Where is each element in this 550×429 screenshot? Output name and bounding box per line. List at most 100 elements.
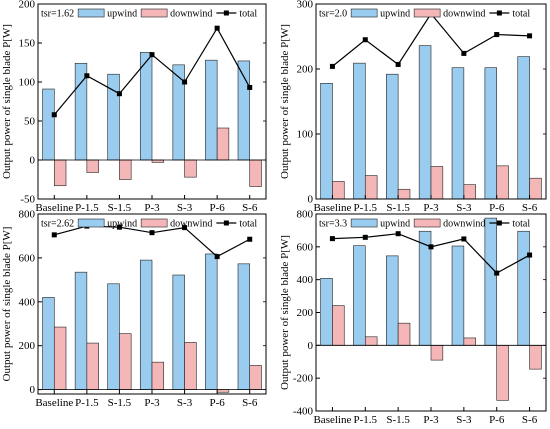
total-point bbox=[362, 37, 368, 43]
downwind-bar bbox=[119, 159, 132, 180]
x-tick-label: S-1.5 bbox=[386, 414, 410, 426]
y-tick-label: 200 bbox=[297, 307, 314, 319]
legend-downwind-label: downwind bbox=[443, 9, 485, 20]
legend-total-marker bbox=[223, 10, 229, 16]
total-point bbox=[494, 270, 500, 276]
x-tick-label: P-3 bbox=[144, 397, 160, 409]
total-point bbox=[395, 231, 401, 237]
downwind-bar bbox=[184, 342, 197, 390]
upwind-bar bbox=[172, 64, 185, 161]
legend-total-label: total bbox=[512, 9, 530, 20]
y-tick-label: 400 bbox=[19, 296, 36, 308]
downwind-bar bbox=[86, 342, 99, 390]
total-point bbox=[214, 25, 220, 31]
y-tick-label: 0 bbox=[30, 155, 36, 167]
total-point bbox=[51, 232, 57, 238]
y-tick-label: -50 bbox=[20, 194, 35, 206]
x-tick-label: P-1.5 bbox=[75, 397, 99, 409]
y-tick-label: 400 bbox=[297, 274, 314, 286]
legend-total-label: total bbox=[512, 219, 530, 230]
downwind-bar bbox=[463, 337, 476, 346]
legend-downwind-label: downwind bbox=[170, 9, 212, 20]
total-point bbox=[182, 225, 188, 231]
legend-total-label: total bbox=[239, 219, 257, 230]
total-point bbox=[329, 63, 335, 69]
downwind-bar bbox=[249, 159, 262, 187]
downwind-bar bbox=[364, 175, 378, 200]
legend-downwind-swatch bbox=[140, 8, 168, 18]
total-point bbox=[149, 230, 155, 236]
upwind-bar bbox=[386, 73, 399, 200]
legend-total-marker bbox=[496, 220, 502, 226]
upwind-bar bbox=[320, 278, 333, 346]
x-tick-label: S-6 bbox=[522, 202, 538, 214]
upwind-bar bbox=[42, 297, 55, 390]
upwind-bar bbox=[107, 73, 120, 161]
panel-tsr-2-0: 0 100 200 300 Baseline P-1.5 S-1.5 P-3 S-3 P-6 S-6… bbox=[279, 0, 547, 214]
total-point bbox=[527, 33, 533, 39]
x-tick-label: S-3 bbox=[177, 202, 193, 214]
legend-upwind-label: upwind bbox=[380, 9, 410, 20]
downwind-bar bbox=[151, 361, 165, 390]
total-point bbox=[116, 91, 122, 97]
y-tick-label: 600 bbox=[19, 252, 36, 264]
total-point bbox=[84, 73, 90, 79]
downwind-bar bbox=[119, 333, 132, 390]
x-tick-label: P-6 bbox=[489, 202, 505, 214]
total-point bbox=[182, 79, 188, 85]
total-point bbox=[247, 236, 253, 242]
legend-upwind-label: upwind bbox=[380, 219, 410, 230]
x-tick-label: S-1.5 bbox=[108, 397, 132, 409]
upwind-bar bbox=[353, 245, 366, 346]
total-point bbox=[214, 254, 220, 260]
downwind-bar bbox=[249, 365, 262, 390]
total-point bbox=[247, 84, 253, 90]
downwind-bar bbox=[364, 336, 378, 346]
x-tick-label: P-6 bbox=[210, 397, 226, 409]
upwind-bar bbox=[451, 67, 465, 200]
upwind-bar bbox=[320, 83, 333, 200]
downwind-bar bbox=[430, 345, 444, 361]
legend-total-marker bbox=[496, 10, 502, 16]
upwind-bar bbox=[237, 263, 251, 390]
downwind-bar bbox=[53, 326, 67, 390]
y-axis-label: Output power of single blade P[W] bbox=[279, 235, 291, 390]
y-tick-label: 200 bbox=[19, 340, 36, 352]
x-tick-label: P-6 bbox=[489, 414, 505, 426]
y-tick-label: 100 bbox=[19, 77, 36, 89]
total-point bbox=[461, 236, 467, 242]
y-tick-label: -200 bbox=[293, 373, 314, 385]
x-tick-label: P-1.5 bbox=[354, 414, 378, 426]
panel-title: tsr=1.62 bbox=[41, 9, 74, 20]
y-tick-label: -400 bbox=[293, 406, 314, 418]
x-tick-label: P-3 bbox=[423, 414, 439, 426]
total-point bbox=[51, 112, 57, 118]
legend-upwind-swatch bbox=[350, 218, 378, 228]
x-tick-label: S-6 bbox=[242, 202, 258, 214]
upwind-bar bbox=[139, 259, 153, 390]
x-tick-label: P-3 bbox=[144, 202, 160, 214]
downwind-bar bbox=[496, 345, 509, 401]
upwind-bar bbox=[451, 245, 465, 346]
upwind-bar bbox=[74, 271, 88, 390]
x-tick-label: Baseline bbox=[35, 202, 73, 214]
y-tick-label: 800 bbox=[297, 209, 314, 221]
downwind-bar bbox=[529, 177, 542, 200]
total-point bbox=[116, 224, 122, 230]
downwind-bar bbox=[529, 345, 542, 370]
downwind-bar bbox=[53, 159, 67, 187]
x-tick-label: Baseline bbox=[35, 397, 73, 409]
upwind-bar bbox=[484, 67, 498, 200]
y-tick-label: 800 bbox=[19, 209, 36, 221]
upwind-bar bbox=[517, 56, 530, 200]
legend-upwind-swatch bbox=[77, 218, 105, 228]
legend-upwind-swatch bbox=[350, 8, 378, 18]
downwind-bar bbox=[216, 127, 230, 161]
x-tick-label: S-3 bbox=[177, 397, 193, 409]
legend-downwind-swatch bbox=[140, 218, 168, 228]
total-point bbox=[149, 52, 155, 58]
legend-upwind-label: upwind bbox=[107, 9, 137, 20]
x-tick-label: S-3 bbox=[456, 414, 472, 426]
total-point bbox=[329, 236, 335, 242]
legend-downwind-label: downwind bbox=[170, 219, 212, 230]
